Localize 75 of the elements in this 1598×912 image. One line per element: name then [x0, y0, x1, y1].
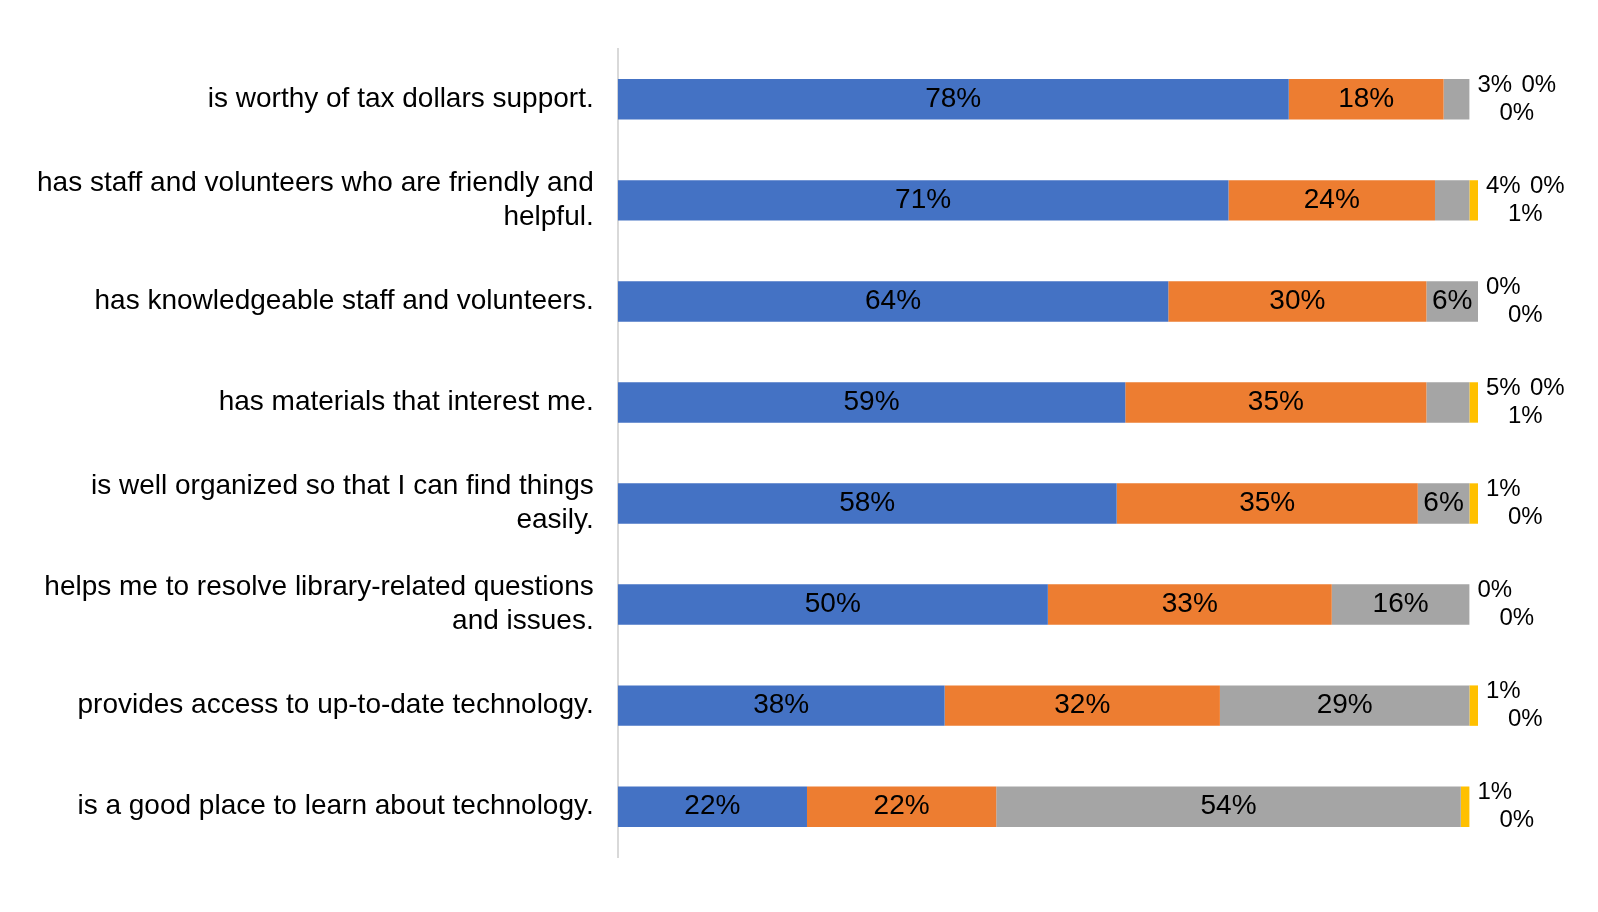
y-tick-label: has knowledgeable staff and volunteers.	[94, 284, 594, 316]
data-label: 6%	[1431, 284, 1473, 316]
bar	[806, 786, 997, 827]
data-label: 30%	[1269, 284, 1326, 316]
data-label: 78%	[925, 82, 982, 114]
bar	[1168, 281, 1427, 322]
bar	[1426, 382, 1470, 423]
bar	[617, 79, 1289, 120]
y-tick-label: is worthy of tax dollars support.	[207, 82, 594, 114]
bar	[1469, 180, 1478, 221]
data-label: 58%	[839, 486, 896, 518]
bar	[1443, 79, 1470, 120]
y-tick-label: provides access to up-to-date technology.	[77, 688, 594, 720]
data-label: 0%	[1499, 97, 1535, 125]
bar	[1469, 382, 1478, 423]
data-label: 0%	[1486, 272, 1521, 300]
data-label: 0%	[1521, 69, 1557, 97]
data-label: 35%	[1239, 486, 1296, 518]
data-label: 1%	[1508, 199, 1543, 226]
data-label: 0%	[1477, 575, 1513, 603]
bar	[996, 786, 1461, 827]
data-label: 1%	[1486, 474, 1521, 502]
bar	[617, 786, 807, 827]
data-label: 59%	[843, 385, 900, 417]
data-label: 16%	[1372, 587, 1429, 619]
bar	[1460, 786, 1470, 827]
bar	[1288, 79, 1444, 120]
data-label: 6%	[1423, 486, 1464, 518]
bar	[1219, 685, 1470, 726]
bar	[617, 180, 1229, 221]
bar	[1125, 382, 1427, 423]
data-label: 18%	[1338, 82, 1395, 114]
y-tick-label: is well organized so that I can find things easily.	[90, 469, 594, 535]
data-label: 38%	[753, 688, 810, 720]
bar	[1331, 584, 1470, 625]
bar	[617, 685, 945, 726]
y-tick-label: is a good place to learn about technology.	[77, 789, 594, 821]
bar	[1434, 180, 1470, 221]
data-label: 54%	[1200, 789, 1257, 821]
data-label: 0%	[1508, 300, 1543, 328]
data-label: 0%	[1499, 603, 1535, 631]
data-label: 1%	[1477, 777, 1513, 805]
bar	[944, 685, 1220, 726]
data-label: 0%	[1508, 502, 1543, 530]
data-label: 24%	[1303, 183, 1360, 215]
data-label: 50%	[804, 587, 861, 619]
bar	[617, 584, 1048, 625]
data-label: 1%	[1508, 401, 1543, 429]
y-tick-label: has staff and volunteers who are friendly and helpful.	[37, 166, 594, 231]
data-label: 1%	[1486, 676, 1521, 704]
bar	[1469, 483, 1478, 524]
bar	[617, 382, 1126, 423]
bar	[1469, 685, 1478, 726]
data-label: 0%	[1530, 373, 1565, 401]
data-label: 0%	[1530, 171, 1565, 198]
data-label: 5%	[1486, 373, 1521, 401]
data-label: 22%	[873, 789, 930, 821]
data-label: 0%	[1499, 805, 1535, 833]
bar	[1228, 180, 1435, 221]
bar	[617, 483, 1117, 524]
data-label: 33%	[1161, 587, 1218, 619]
data-label: 3%	[1477, 69, 1513, 97]
data-label: 0%	[1508, 704, 1543, 732]
data-label: 64%	[864, 284, 922, 316]
bar	[1047, 584, 1332, 625]
data-label: 71%	[895, 183, 952, 215]
bar	[617, 281, 1169, 322]
data-label: 35%	[1247, 385, 1304, 417]
y-tick-label: has materials that interest me.	[218, 385, 594, 417]
bar	[1116, 483, 1418, 524]
y-tick-label: helps me to resolve library-related questions and issues.	[44, 570, 594, 636]
data-label: 22%	[684, 789, 741, 821]
data-label: 29%	[1316, 688, 1373, 720]
data-label: 4%	[1486, 171, 1521, 198]
data-label: 32%	[1054, 688, 1111, 720]
